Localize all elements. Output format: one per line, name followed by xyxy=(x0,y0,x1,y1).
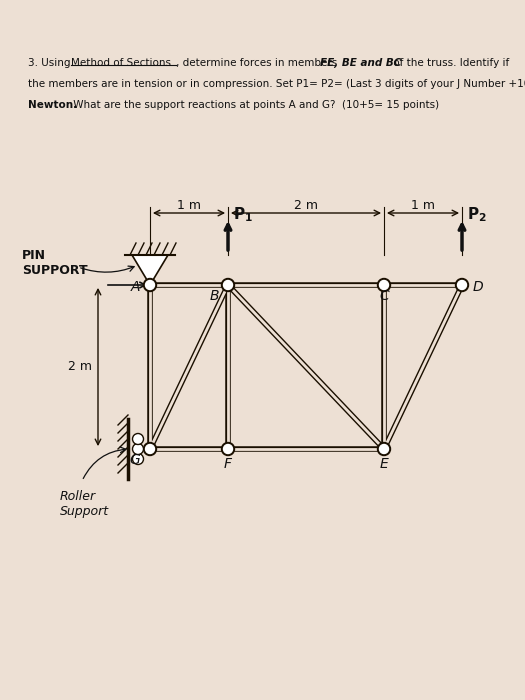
Text: A: A xyxy=(131,279,141,293)
Circle shape xyxy=(145,444,154,454)
Text: the members are in tension or in compression. Set P1= P2= (Last 3 digits of your: the members are in tension or in compres… xyxy=(28,79,525,89)
Circle shape xyxy=(457,281,467,290)
Circle shape xyxy=(380,444,388,454)
Text: Roller
Support: Roller Support xyxy=(60,490,109,518)
Text: , determine forces in members: , determine forces in members xyxy=(176,58,341,68)
Text: 1 m: 1 m xyxy=(411,199,435,212)
Text: What are the support reactions at points A and G?  (10+5= 15 points): What are the support reactions at points… xyxy=(70,100,439,110)
Circle shape xyxy=(143,442,156,456)
Circle shape xyxy=(456,279,468,291)
Polygon shape xyxy=(132,255,168,285)
Text: 2 m: 2 m xyxy=(68,360,92,374)
Text: PIN
SUPPORT: PIN SUPPORT xyxy=(22,249,88,277)
Text: B: B xyxy=(209,290,219,304)
Circle shape xyxy=(377,279,391,291)
Text: 1 m: 1 m xyxy=(177,199,201,212)
Text: G: G xyxy=(129,454,140,468)
Circle shape xyxy=(145,281,154,290)
Circle shape xyxy=(132,433,143,444)
Circle shape xyxy=(132,454,143,465)
Circle shape xyxy=(224,281,233,290)
Text: C: C xyxy=(379,290,389,304)
Circle shape xyxy=(377,442,391,456)
Circle shape xyxy=(380,281,388,290)
Circle shape xyxy=(224,444,233,454)
Text: Method of Sections: Method of Sections xyxy=(71,58,171,68)
Text: 3. Using: 3. Using xyxy=(28,58,74,68)
Text: Newton.: Newton. xyxy=(28,100,77,110)
Circle shape xyxy=(132,444,143,454)
Text: of the truss. Identify if: of the truss. Identify if xyxy=(390,58,509,68)
Text: D: D xyxy=(472,279,483,293)
Text: $\mathbf{P_1}$: $\mathbf{P_1}$ xyxy=(233,205,253,224)
Text: E: E xyxy=(380,457,388,471)
Circle shape xyxy=(222,279,235,291)
Text: FE, BE and BC: FE, BE and BC xyxy=(320,58,402,68)
Text: F: F xyxy=(224,457,232,471)
Text: 2 m: 2 m xyxy=(294,199,318,212)
Text: $\mathbf{P_2}$: $\mathbf{P_2}$ xyxy=(467,205,487,224)
Circle shape xyxy=(222,442,235,456)
Circle shape xyxy=(143,279,156,291)
